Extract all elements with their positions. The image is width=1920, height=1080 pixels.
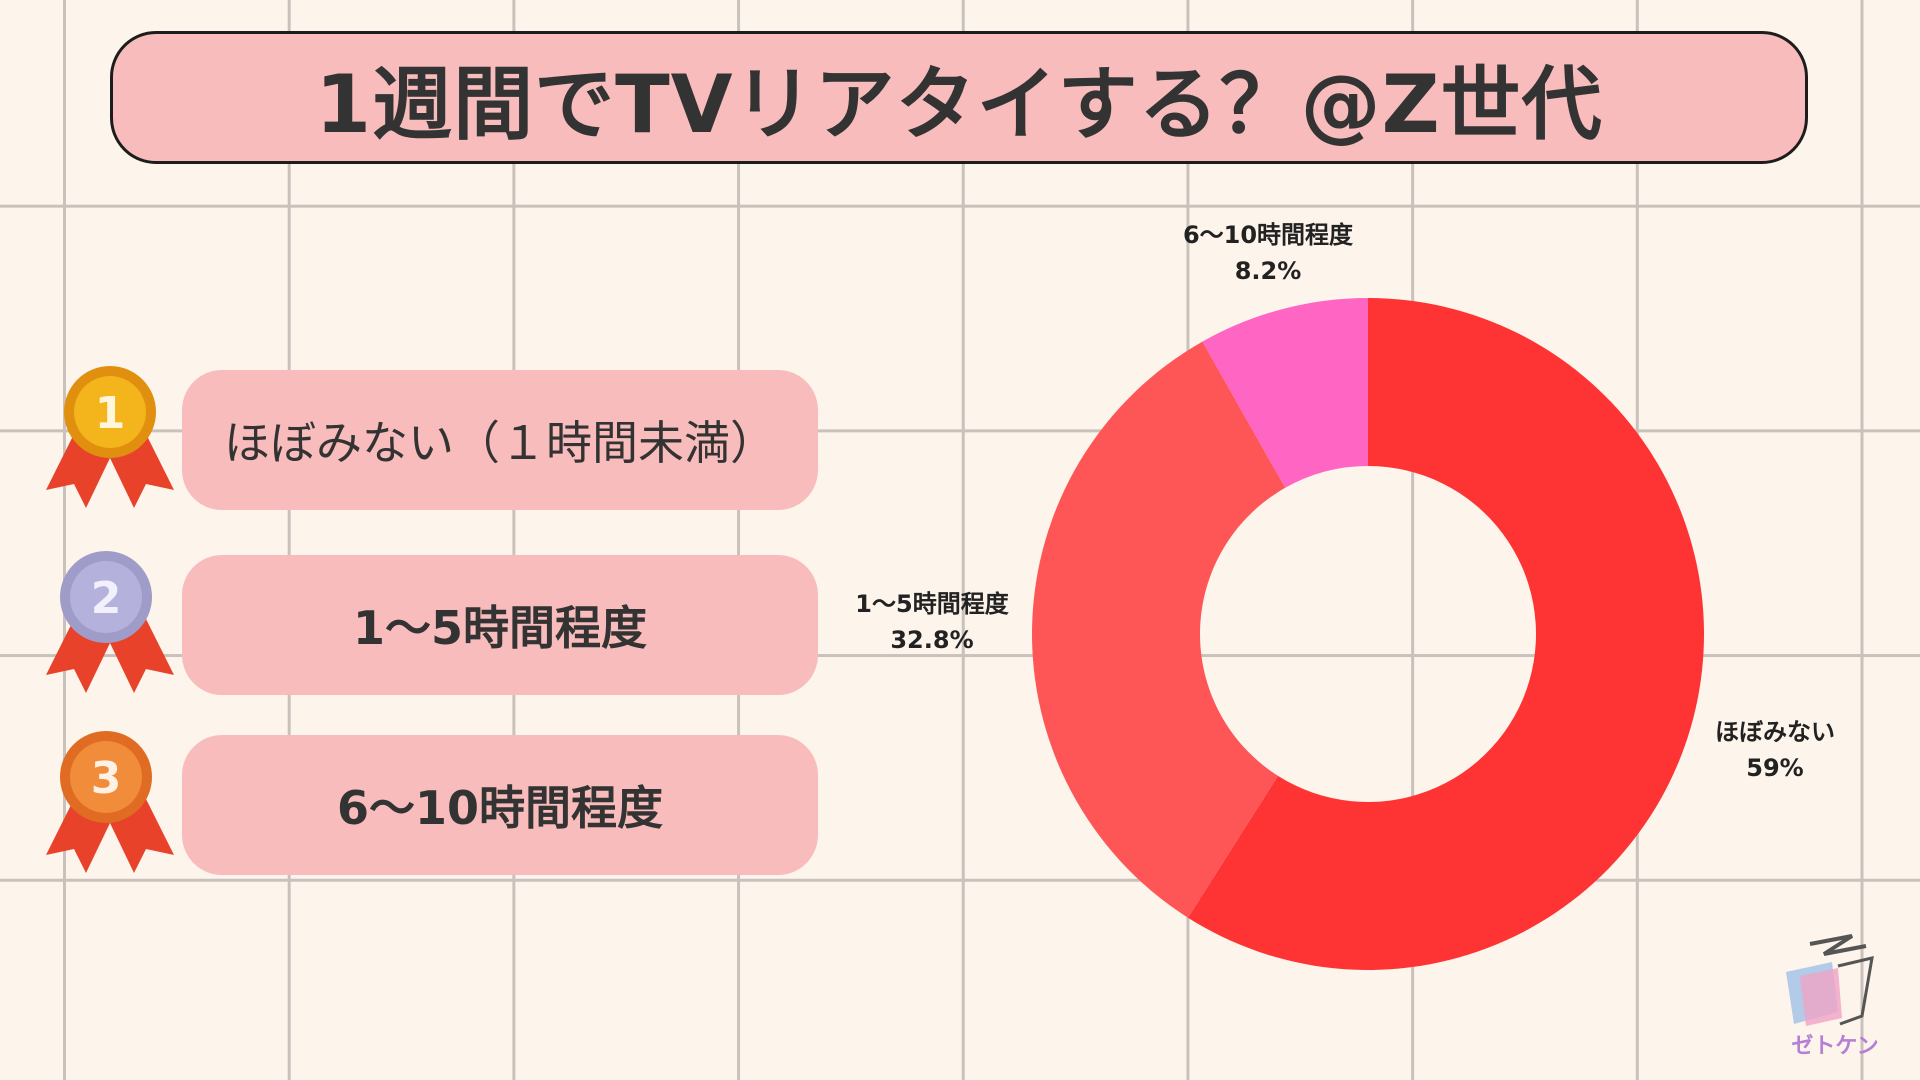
rank-label: ほぼみない（１時間未満） xyxy=(224,416,776,470)
rank-label: 1～5時間程度 xyxy=(352,601,647,655)
medal-rank-text: 1 xyxy=(95,388,126,439)
donut-slice xyxy=(1187,298,1704,970)
slice-value-label: 8.2% xyxy=(1235,257,1302,285)
slice-label: 6～10時間程度 xyxy=(1183,221,1354,249)
slice-value-label: 32.8% xyxy=(890,626,973,654)
title-banner: 1週間でTVリアタイする？@Z世代 xyxy=(110,31,1808,164)
rank-row-1: 1 ほぼみない（１時間未満） xyxy=(40,366,820,510)
rank-pill: ほぼみない（１時間未満） xyxy=(182,370,818,510)
medal-rank-text: 3 xyxy=(91,753,122,804)
slice-label: 1～5時間程度 xyxy=(855,590,1009,618)
rank-pill: 6～10時間程度 xyxy=(182,735,818,875)
medal-rank-text: 2 xyxy=(91,573,122,624)
slice-value-label: 59% xyxy=(1746,754,1803,782)
zetoken-logo: ゼトケン xyxy=(1780,932,1890,1062)
silver-medal-icon: 2 xyxy=(46,551,174,693)
bronze-medal-icon: 3 xyxy=(46,731,174,873)
slice-label: ほぼみない xyxy=(1715,718,1835,746)
donut-slice xyxy=(1202,298,1368,488)
logo-text: ゼトケン xyxy=(1791,1034,1879,1059)
rank-row-2: 2 1～5時間程度 xyxy=(40,551,820,695)
gold-medal-icon: 1 xyxy=(46,366,174,508)
rank-pill: 1～5時間程度 xyxy=(182,555,818,695)
page-title: 1週間でTVリアタイする？@Z世代 xyxy=(315,57,1603,151)
donut-slice xyxy=(1031,341,1286,918)
rank-label: 6～10時間程度 xyxy=(336,781,664,835)
rank-row-3: 3 6～10時間程度 xyxy=(40,731,820,875)
logo-mark-icon xyxy=(1786,934,1874,1026)
